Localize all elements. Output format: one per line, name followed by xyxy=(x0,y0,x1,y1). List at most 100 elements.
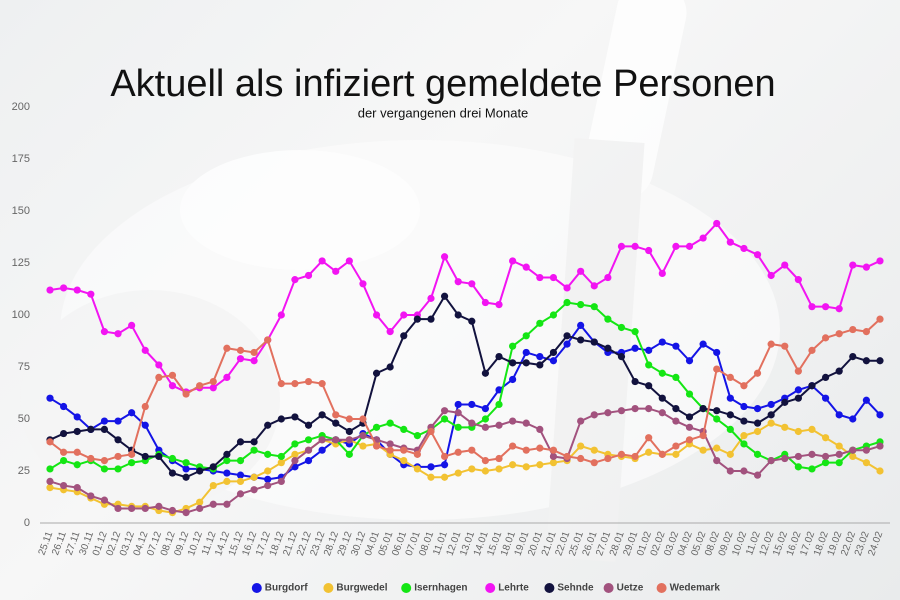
data-point xyxy=(168,371,177,379)
data-point xyxy=(536,425,544,433)
data-point xyxy=(767,340,775,348)
data-point xyxy=(794,452,802,461)
data-point xyxy=(549,311,558,319)
data-point xyxy=(577,442,585,450)
data-point xyxy=(128,409,136,417)
data-point xyxy=(781,423,789,431)
data-point xyxy=(549,459,558,467)
legend-label: Sehnde xyxy=(557,583,594,594)
data-point xyxy=(413,450,421,458)
data-point xyxy=(468,400,476,409)
data-point xyxy=(563,332,571,340)
data-point xyxy=(318,380,326,388)
data-point xyxy=(454,400,462,409)
chart-title: Aktuell als infiziert gemeldete Personen xyxy=(110,63,775,105)
data-point xyxy=(876,257,884,265)
data-point xyxy=(753,427,762,436)
data-point xyxy=(590,282,598,290)
legend-swatch xyxy=(323,583,334,593)
data-point xyxy=(740,417,748,425)
data-point xyxy=(291,276,299,284)
data-point xyxy=(413,315,421,323)
data-point xyxy=(495,400,503,409)
data-point xyxy=(372,311,381,319)
data-point xyxy=(46,484,54,492)
data-point xyxy=(332,436,340,444)
data-point xyxy=(631,328,639,336)
data-point xyxy=(617,242,626,250)
data-point xyxy=(440,461,449,469)
data-point xyxy=(236,346,245,354)
data-point xyxy=(168,454,177,463)
data-point xyxy=(196,382,204,390)
data-point xyxy=(713,407,721,415)
data-point xyxy=(876,411,884,419)
data-point xyxy=(481,423,490,431)
data-point xyxy=(87,425,95,433)
data-point xyxy=(250,486,258,494)
data-point xyxy=(495,421,503,429)
data-point xyxy=(549,452,558,461)
data-point xyxy=(726,238,734,246)
data-point xyxy=(223,469,231,477)
data-point xyxy=(821,452,830,461)
data-point xyxy=(740,467,748,475)
data-point xyxy=(46,438,54,446)
data-point xyxy=(236,490,245,498)
data-point xyxy=(291,413,299,421)
data-point xyxy=(128,504,136,513)
data-point xyxy=(808,303,816,311)
data-point xyxy=(440,407,449,415)
data-point xyxy=(277,477,285,485)
data-point xyxy=(291,440,299,448)
data-point xyxy=(726,450,734,458)
data-point xyxy=(536,361,544,369)
data-point xyxy=(168,469,177,477)
data-point xyxy=(753,419,762,427)
data-point xyxy=(713,348,721,357)
data-point xyxy=(468,317,476,325)
data-point xyxy=(495,301,503,309)
data-point xyxy=(73,484,81,492)
data-point xyxy=(182,473,190,481)
data-point xyxy=(332,419,340,427)
data-point xyxy=(645,346,653,354)
data-point xyxy=(672,450,680,458)
data-point xyxy=(481,405,490,413)
data-point xyxy=(658,369,666,377)
data-point xyxy=(359,415,367,423)
data-point xyxy=(604,344,612,352)
data-point xyxy=(345,415,353,423)
data-point xyxy=(345,436,353,444)
data-point xyxy=(114,452,122,461)
data-point xyxy=(345,257,353,265)
data-point xyxy=(495,353,503,361)
data-point xyxy=(318,436,326,444)
data-point xyxy=(617,323,626,332)
data-point xyxy=(536,461,544,469)
data-point xyxy=(794,276,802,284)
data-point xyxy=(781,261,789,269)
data-point xyxy=(522,332,530,340)
data-point xyxy=(536,273,544,282)
data-point xyxy=(821,334,830,342)
data-point xyxy=(685,390,694,398)
data-point xyxy=(332,411,340,419)
data-point xyxy=(60,481,68,490)
data-point xyxy=(495,454,503,463)
legend-swatch xyxy=(544,583,555,593)
data-point xyxy=(141,452,149,461)
data-point xyxy=(509,342,517,350)
data-point xyxy=(372,423,381,431)
data-point xyxy=(196,504,204,513)
data-point xyxy=(509,442,517,450)
data-point xyxy=(277,452,285,461)
data-point xyxy=(631,344,639,352)
data-point xyxy=(767,419,775,427)
data-point xyxy=(73,461,81,469)
data-point xyxy=(740,440,748,448)
data-point xyxy=(454,278,462,286)
data-point xyxy=(862,328,870,336)
data-point xyxy=(250,357,258,365)
data-point xyxy=(100,457,109,465)
